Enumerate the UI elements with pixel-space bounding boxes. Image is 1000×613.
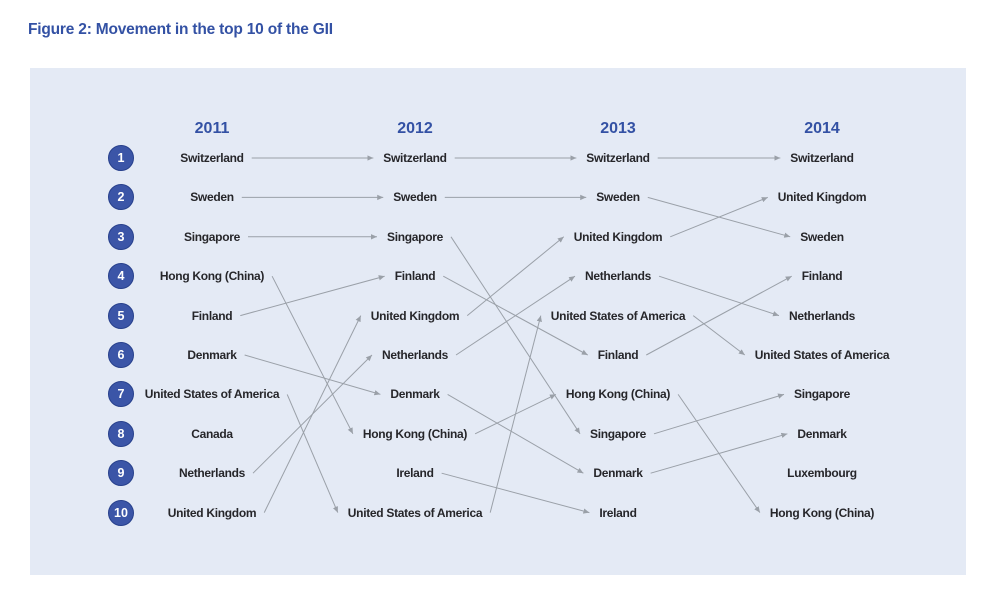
rank-badge-10: 10	[108, 499, 134, 526]
country-label: Denmark	[593, 466, 643, 481]
rank-line	[658, 275, 780, 317]
rank-line	[489, 315, 542, 513]
rank-line	[653, 393, 785, 435]
rank-line	[447, 393, 584, 474]
country-label: Hong Kong (China)	[565, 387, 671, 402]
rank-badge-2: 2	[108, 184, 134, 211]
rank-badge-4: 4	[108, 263, 134, 290]
country-label: United Kingdom	[167, 505, 257, 520]
country-label: Netherlands	[584, 269, 652, 284]
country-label: Denmark	[187, 348, 237, 362]
country-label: Finland	[597, 348, 639, 362]
rank-line	[670, 196, 768, 238]
year-header-2011: 2011	[194, 120, 230, 137]
country-label: Singapore	[387, 229, 443, 244]
country-label: Switzerland	[383, 151, 447, 165]
country-label: Finland	[394, 269, 436, 284]
year-header-2012: 2012	[397, 120, 433, 137]
rank-badge-9: 9	[108, 460, 134, 487]
rank-line	[286, 394, 339, 513]
country-label: Netherlands	[381, 348, 449, 362]
country-label: Singapore	[590, 426, 646, 441]
rank-line	[650, 432, 788, 474]
rank-badge-6: 6	[108, 342, 134, 368]
country-label: Luxembourg	[787, 466, 857, 481]
rank-change-lines	[240, 155, 792, 514]
country-label: Sweden	[393, 190, 437, 205]
rank-badge-7: 7	[108, 381, 134, 408]
country-label: United Kingdom	[777, 190, 867, 205]
country-label: Singapore	[184, 229, 240, 244]
country-label: Sweden	[596, 190, 640, 205]
country-label: United States of America	[754, 348, 890, 362]
country-label: Hong Kong (China)	[769, 505, 875, 520]
country-label: Denmark	[797, 426, 847, 441]
rank-line	[646, 275, 792, 356]
country-label: Canada	[191, 426, 233, 441]
rank-line	[455, 275, 576, 356]
country-label: United States of America	[144, 387, 280, 402]
rank-line	[271, 275, 354, 435]
year-header-2013: 2013	[600, 120, 636, 137]
country-label: United States of America	[550, 308, 686, 323]
year-header-2014: 2014	[804, 120, 840, 137]
country-label: Ireland	[396, 466, 434, 481]
rank-line	[692, 315, 746, 356]
rank-badge-5: 5	[108, 302, 134, 329]
figure-title: Figure 2: Movement in the top 10 of the …	[28, 21, 333, 38]
country-label: Finland	[191, 308, 233, 323]
rank-line	[263, 315, 362, 513]
country-label: United Kingdom	[370, 308, 460, 323]
country-label: Switzerland	[790, 151, 854, 165]
country-label: Switzerland	[180, 151, 244, 165]
country-label: Hong Kong (China)	[362, 426, 468, 441]
country-label: Switzerland	[586, 151, 650, 165]
country-label: Hong Kong (China)	[159, 269, 265, 284]
country-label: Ireland	[599, 505, 637, 520]
rank-badge-1: 1	[108, 145, 134, 171]
country-label: Sweden	[800, 229, 844, 244]
rank-line	[240, 275, 385, 317]
rank-badge-3: 3	[108, 223, 134, 250]
country-label: Sweden	[190, 190, 234, 205]
country-label: Denmark	[390, 387, 440, 402]
country-label: Netherlands	[178, 466, 246, 481]
rank-line	[450, 236, 581, 435]
country-label: Singapore	[794, 387, 850, 402]
country-label: Finland	[801, 269, 843, 284]
rank-badge-8: 8	[108, 420, 134, 447]
country-label: United Kingdom	[573, 229, 663, 244]
chart-panel: 1 2 3 4 5 6 7 8 9 10 2011 2012 2013 2014 Switzerland…	[30, 68, 966, 575]
country-label: United States of America	[347, 505, 483, 520]
rank-line	[466, 236, 565, 316]
country-label: Netherlands	[788, 308, 856, 323]
rank-line	[441, 472, 590, 514]
rank-line	[244, 354, 381, 396]
